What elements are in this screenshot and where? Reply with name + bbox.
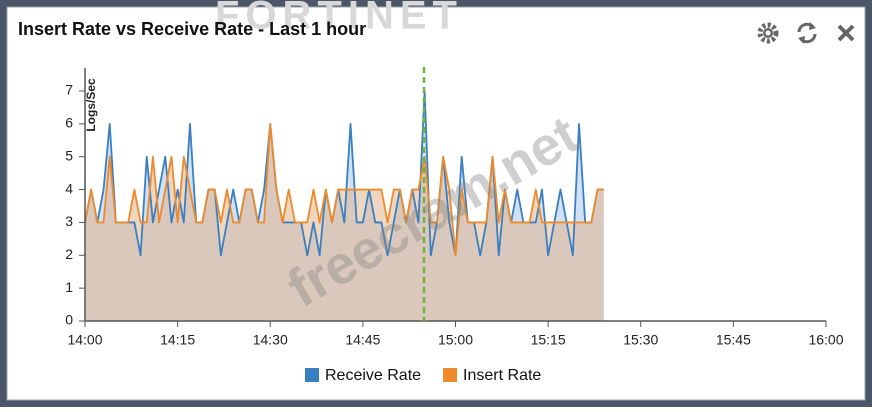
y-tick-label: 3 — [65, 213, 73, 229]
legend-label: Receive Rate — [325, 367, 421, 384]
x-tick-label: 15:15 — [531, 332, 566, 348]
legend-swatch — [305, 368, 319, 382]
y-tick-label: 0 — [65, 312, 73, 328]
chart-title: Insert Rate vs Receive Rate - Last 1 hou… — [18, 19, 366, 39]
close-icon[interactable] — [837, 24, 855, 42]
y-tick-label: 5 — [65, 147, 73, 163]
x-tick-label: 14:45 — [345, 332, 380, 348]
x-tick-label: 15:00 — [438, 332, 473, 348]
series-line — [84, 90, 604, 257]
x-tick-label: 14:00 — [67, 332, 102, 348]
y-tick-label: 4 — [65, 180, 73, 196]
y-tick-label: 6 — [65, 115, 73, 131]
refresh-icon[interactable] — [797, 22, 817, 44]
settings-icon[interactable] — [757, 22, 779, 44]
y-tick-label: 2 — [65, 246, 73, 262]
logo-watermark: FORTINET — [215, 0, 463, 38]
y-tick-label: 1 — [65, 279, 73, 295]
plot: 0 1 2 3 4 5 6 7 14:00 14:15 14:30 14:45 15:00 15:15 15… — [65, 68, 844, 384]
series-line — [84, 122, 604, 257]
x-tick-label: 14:30 — [253, 332, 288, 348]
x-tick-label: 15:45 — [716, 332, 751, 348]
x-tick-label: 16:00 — [808, 332, 843, 348]
x-tick-label: 14:15 — [160, 332, 195, 348]
legend-swatch — [443, 368, 458, 382]
y-tick-label: 7 — [65, 82, 73, 98]
legend-label: Insert Rate — [463, 367, 541, 384]
x-tick-label: 15:30 — [623, 332, 658, 348]
y-axis-label: Logs/Sec — [84, 78, 98, 132]
